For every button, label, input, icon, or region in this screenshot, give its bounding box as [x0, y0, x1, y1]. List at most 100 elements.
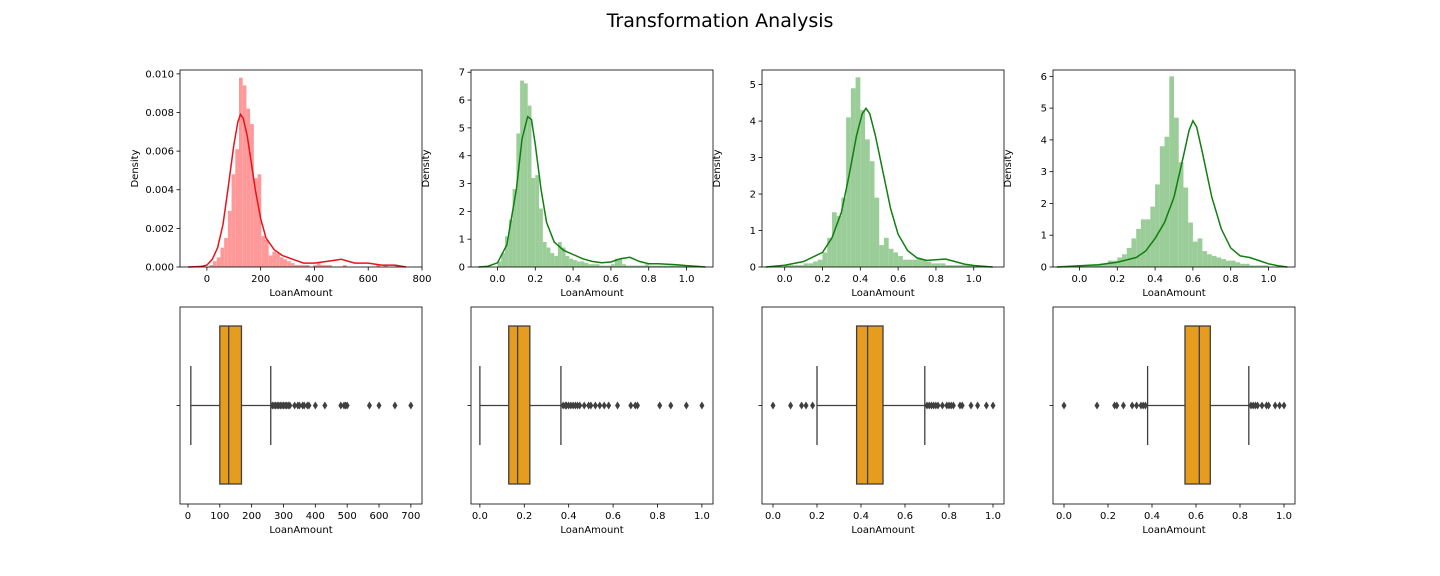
histogram-bar — [1145, 219, 1151, 267]
histogram-bar — [931, 263, 936, 267]
histogram-bar — [1174, 117, 1179, 268]
outlier-point — [376, 401, 382, 410]
histogram-bar — [584, 262, 589, 267]
histogram-bar — [622, 264, 627, 267]
histogram-bar — [945, 265, 951, 267]
x-tick-label: 0.2 — [1100, 511, 1116, 522]
histogram-bar — [276, 253, 280, 267]
histogram-bar — [888, 248, 894, 267]
histogram-bar — [954, 265, 960, 267]
histogram-bar — [599, 265, 604, 267]
boxplot — [479, 325, 705, 485]
y-tick-label: 7 — [459, 68, 465, 79]
histogram-bar — [512, 189, 517, 267]
histogram-bar — [648, 265, 653, 267]
axes-frame — [1052, 69, 1296, 268]
histogram-bar — [1178, 162, 1184, 267]
x-tick-label: 0.0 — [1072, 274, 1088, 285]
histogram-bar — [1084, 265, 1089, 267]
histogram-bar — [865, 139, 870, 267]
histogram-bar — [508, 219, 513, 267]
histogram-bar — [789, 265, 795, 267]
outlier-point — [301, 401, 307, 410]
outlier-point — [592, 401, 598, 410]
outlier-point — [1114, 401, 1120, 410]
outlier-point — [803, 401, 809, 410]
histogram-bar — [264, 239, 269, 267]
outlier-point — [635, 401, 641, 410]
y-tick-label: 3 — [750, 153, 756, 164]
histogram-bar — [1211, 255, 1217, 267]
kde-line — [1056, 119, 1288, 268]
histogram-bar — [836, 215, 842, 267]
axes-frame — [761, 306, 1005, 505]
histogram-bar — [850, 88, 856, 267]
histogram-bar — [294, 265, 299, 267]
histogram-bar — [907, 259, 913, 267]
outlier-point — [1266, 401, 1272, 410]
histogram-bar — [610, 264, 615, 267]
outlier-point — [1255, 401, 1261, 410]
histogram-bar — [917, 257, 922, 267]
x-tick-label: 600 — [359, 274, 378, 285]
histogram-bar — [898, 256, 903, 267]
histogram-bar — [569, 258, 574, 267]
x-tick-label: 0.8 — [650, 511, 666, 522]
x-tick-label: 0.4 — [1147, 274, 1163, 285]
x-tick-label: 0.8 — [1232, 511, 1248, 522]
histogram-bar — [220, 247, 225, 267]
box-iqr — [508, 325, 531, 485]
histogram-bar — [520, 80, 524, 267]
x-axis-label: LoanAmount — [851, 288, 914, 299]
kde-line — [765, 106, 993, 268]
outlier-point — [975, 401, 981, 410]
histogram-bar — [1188, 222, 1193, 267]
histogram-bar — [1202, 251, 1208, 267]
outlier-point — [287, 401, 293, 410]
axes-frame — [179, 306, 423, 505]
histogram-bar — [682, 265, 687, 267]
histogram-bar — [272, 251, 277, 267]
y-tick-label: 0.008 — [145, 108, 174, 119]
histogram-bar — [808, 263, 814, 267]
histogram-bar — [1235, 262, 1241, 267]
x-tick-label: 400 — [306, 511, 325, 522]
histogram-bar — [656, 265, 661, 267]
histogram-bar — [290, 263, 295, 267]
y-tick-label: 0 — [750, 263, 756, 274]
histogram-bar — [320, 265, 325, 267]
y-axis-label: Density — [130, 149, 141, 187]
histogram-panel-3: 0 1 2 3 4 5 Density 0.0 0.2 0.4 0.6 0.8 1.0 LoanAmoun… — [712, 69, 1005, 299]
outlier-point — [597, 401, 603, 410]
x-tick-label: 0.0 — [490, 274, 506, 285]
x-axis-label: LoanAmount — [1142, 288, 1205, 299]
histogram-bar — [652, 265, 657, 267]
outlier-point — [657, 401, 663, 410]
x-tick-label: 300 — [274, 511, 293, 522]
kde-line — [478, 115, 706, 268]
histogram-bar — [813, 261, 818, 267]
histogram-bar — [250, 124, 254, 267]
histogram-bar — [227, 210, 232, 267]
x-axis-label: LoanAmount — [269, 525, 332, 536]
x-tick-label: 0.4 — [565, 274, 581, 285]
histogram-bar — [279, 257, 284, 267]
y-tick-label: 1 — [459, 235, 465, 246]
y-tick-label: 0.002 — [145, 224, 174, 235]
histogram-bar — [1155, 184, 1160, 267]
histogram-bar — [667, 265, 672, 267]
y-tick-label: 6 — [459, 96, 465, 107]
histogram-bar — [561, 247, 566, 267]
y-tick-label: 2 — [459, 207, 465, 218]
y-tick-label: 1 — [1041, 231, 1047, 242]
histogram-bar — [216, 257, 221, 267]
histogram-bar — [592, 264, 596, 267]
histogram-bar — [257, 174, 262, 267]
y-tick-label: 6 — [1041, 72, 1047, 83]
histogram-bar — [550, 253, 555, 267]
outlier-point — [615, 401, 621, 410]
histogram-bar — [1159, 146, 1165, 267]
x-tick-label: 0.6 — [890, 274, 906, 285]
boxplot-panel-1: 0 100 200 300 400 500 600 700 LoanAmount — [176, 306, 423, 536]
histogram-bar — [883, 237, 889, 267]
